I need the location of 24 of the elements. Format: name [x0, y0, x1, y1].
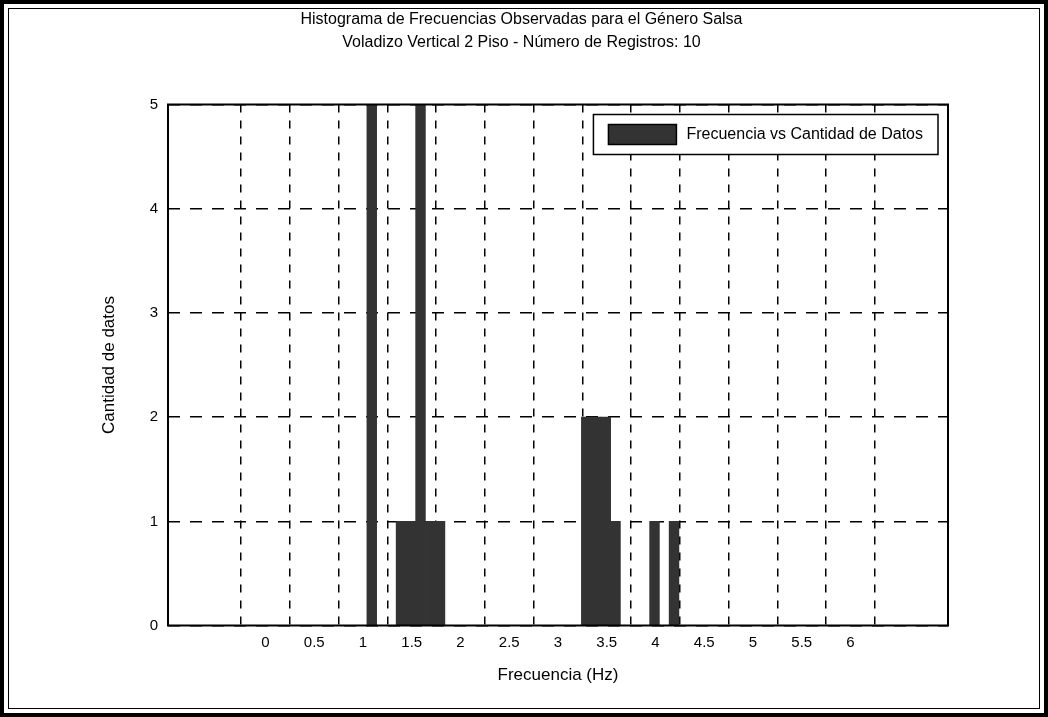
x-tick-label: 1.5 — [401, 632, 423, 650]
x-tick-label: 6 — [846, 632, 855, 650]
y-tick-label: 1 — [149, 511, 158, 529]
x-tick-label: 2 — [456, 632, 465, 650]
y-tick-label: 2 — [149, 407, 158, 425]
x-axis-title: Frecuencia (Hz) — [497, 665, 619, 685]
x-tick-label: 3 — [553, 632, 563, 650]
x-tick-label: 4.5 — [693, 632, 715, 650]
chart-title: Histograma de Frecuencias Observadas para el Género Salsa — [300, 10, 743, 28]
y-tick-label: 5 — [149, 94, 158, 112]
x-tick-label: 0.5 — [303, 632, 325, 650]
x-tick-label: 1 — [358, 632, 368, 650]
y-axis-title: Cantidad de datos — [98, 296, 118, 434]
x-tick-label: 4 — [651, 632, 660, 650]
x-tick-label: 5.5 — [791, 632, 813, 650]
x-tick-label: 0 — [261, 632, 270, 650]
y-tick-label: 4 — [149, 198, 158, 216]
chart-subtitle: Voladizo Vertical 2 Piso - Número de Registros: 10 — [342, 33, 701, 51]
x-tick-label: 3.5 — [596, 632, 618, 650]
x-tick-label: 5 — [748, 632, 758, 650]
y-tick-label: 3 — [149, 303, 158, 321]
x-tick-label: 2.5 — [498, 632, 520, 650]
legend-label: Frecuencia vs Cantidad de Datos — [686, 124, 924, 142]
y-tick-label: 0 — [149, 615, 158, 633]
